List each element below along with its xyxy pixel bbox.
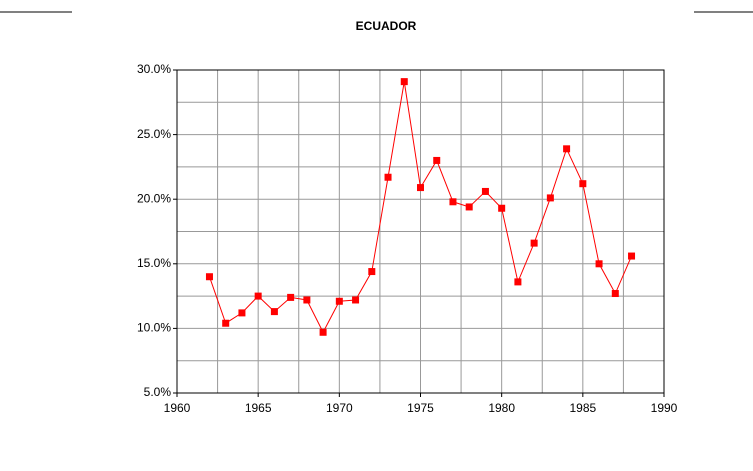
x-tick-label: 1975 <box>407 401 434 415</box>
marker <box>498 204 506 212</box>
marker <box>611 290 619 298</box>
marker <box>335 297 343 305</box>
y-tick-label: 5.0% <box>144 385 172 399</box>
x-tick-label: 1965 <box>245 401 272 415</box>
x-tick-label: 1960 <box>164 401 191 415</box>
marker <box>319 328 327 336</box>
x-tick-label: 1980 <box>488 401 515 415</box>
x-tick-label: 1990 <box>651 401 678 415</box>
x-tick-label: 1985 <box>569 401 596 415</box>
y-tick-label: 20.0% <box>137 191 171 205</box>
marker <box>579 180 587 188</box>
marker <box>514 278 522 286</box>
chart-title: ECUADOR <box>356 19 417 33</box>
marker <box>238 309 246 317</box>
marker <box>368 268 376 276</box>
marker <box>400 78 408 86</box>
marker <box>205 273 213 281</box>
y-tick-label: 10.0% <box>137 321 171 335</box>
marker <box>433 156 441 164</box>
marker <box>303 296 311 304</box>
marker <box>287 293 295 301</box>
marker <box>628 252 636 260</box>
plot-frame <box>176 69 665 394</box>
marker <box>352 296 360 304</box>
marker <box>563 145 571 153</box>
marker <box>530 239 538 247</box>
marker <box>417 184 424 192</box>
marker <box>465 203 473 211</box>
y-tick-label: 25.0% <box>137 127 171 141</box>
marker <box>222 319 230 327</box>
marker <box>481 187 489 195</box>
y-tick-label: 30.0% <box>137 62 171 76</box>
x-tick-label: 1970 <box>326 401 353 415</box>
y-tick-label: 15.0% <box>137 256 171 270</box>
marker <box>449 198 457 206</box>
marker <box>595 260 603 268</box>
marker <box>384 173 392 181</box>
marker <box>546 194 554 202</box>
marker <box>254 292 262 300</box>
marker <box>270 308 278 316</box>
